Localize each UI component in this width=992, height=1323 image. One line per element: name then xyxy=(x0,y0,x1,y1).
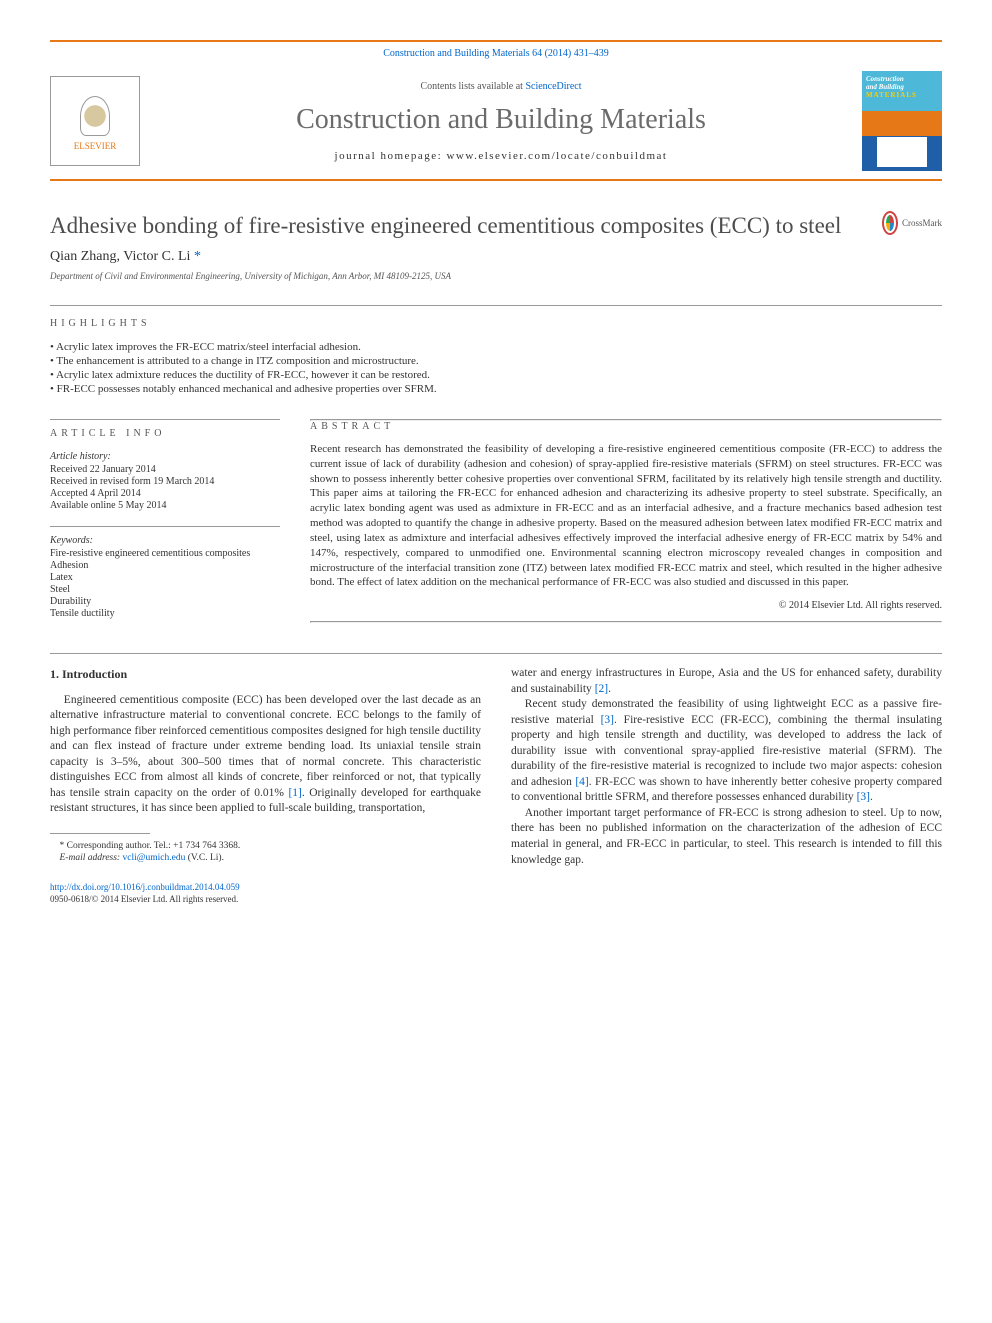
email-footnote: E-mail address: vcli@umich.edu (V.C. Li)… xyxy=(50,852,481,865)
intro-p1-continued: water and energy infrastructures in Euro… xyxy=(511,666,942,697)
sciencedirect-link[interactable]: ScienceDirect xyxy=(525,81,581,92)
banner-content: ELSEVIER Contents lists available at Sci… xyxy=(50,63,942,179)
highlight-item: Acrylic latex admixture reduces the duct… xyxy=(50,369,942,381)
cover-line1: Construction xyxy=(866,75,938,83)
cover-minipage-icon xyxy=(877,137,927,167)
keywords-heading: Keywords: xyxy=(50,535,280,546)
intro-paragraph-3: Another important target performance of … xyxy=(511,806,942,868)
citation-line: Construction and Building Materials 64 (… xyxy=(50,42,942,63)
elsevier-tree-icon xyxy=(70,91,120,141)
cover-line3: MATERIALS xyxy=(866,91,938,99)
article-info-label: article info xyxy=(50,428,280,439)
journal-cover-thumbnail[interactable]: Construction and Building MATERIALS xyxy=(862,71,942,171)
intro-heading: 1. Introduction xyxy=(50,666,481,682)
footnote-separator xyxy=(50,833,150,834)
online-date: Available online 5 May 2014 xyxy=(50,500,280,511)
journal-header-banner: Construction and Building Materials 64 (… xyxy=(50,40,942,181)
elsevier-label: ELSEVIER xyxy=(74,141,117,151)
email-label: E-mail address: xyxy=(60,853,123,863)
p2-1b: . xyxy=(608,683,611,695)
highlight-item: FR-ECC possesses notably enhanced mechan… xyxy=(50,383,942,395)
keyword: Tensile ductility xyxy=(50,608,280,619)
p1a: Engineered cementitious composite (ECC) … xyxy=(50,694,481,799)
body-column-right: water and energy infrastructures in Euro… xyxy=(511,666,942,905)
authors-line: Qian Zhang, Victor C. Li * xyxy=(50,249,942,265)
author-2: Victor C. Li xyxy=(123,249,190,264)
keyword: Durability xyxy=(50,596,280,607)
banner-center: Contents lists available at ScienceDirec… xyxy=(160,81,842,162)
crossmark-badge[interactable]: CrossMark xyxy=(882,211,942,235)
journal-name: Construction and Building Materials xyxy=(160,104,842,136)
author-1: Qian Zhang xyxy=(50,249,116,264)
keyword: Latex xyxy=(50,572,280,583)
p2-1a: water and energy infrastructures in Euro… xyxy=(511,667,942,695)
body-columns: 1. Introduction Engineered cementitious … xyxy=(50,666,942,905)
elsevier-logo[interactable]: ELSEVIER xyxy=(50,76,140,166)
keywords-rule xyxy=(50,526,280,527)
crossmark-label: CrossMark xyxy=(902,218,942,228)
issn-line: 0950-0618/© 2014 Elsevier Ltd. All right… xyxy=(50,894,238,904)
contents-available: Contents lists available at ScienceDirec… xyxy=(160,81,842,92)
accepted-date: Accepted 4 April 2014 xyxy=(50,488,280,499)
abstract-bottom-rule xyxy=(310,621,942,623)
corr-marker: * xyxy=(60,841,67,851)
highlight-item: Acrylic latex improves the FR-ECC matrix… xyxy=(50,341,942,353)
abstract-text: Recent research has demonstrated the fea… xyxy=(310,442,942,590)
info-rule xyxy=(50,419,280,420)
email-link[interactable]: vcli@umich.edu xyxy=(122,853,185,863)
p2-2d: . xyxy=(870,791,873,803)
ref-4-link[interactable]: [4] xyxy=(575,776,588,788)
keyword: Adhesion xyxy=(50,560,280,571)
citation-link[interactable]: Construction and Building Materials 64 (… xyxy=(383,48,609,59)
intro-paragraph-2: Recent study demonstrated the feasibilit… xyxy=(511,697,942,806)
abstract-copyright: © 2014 Elsevier Ltd. All rights reserved… xyxy=(310,600,942,611)
contents-prefix: Contents lists available at xyxy=(420,81,525,92)
received-date: Received 22 January 2014 xyxy=(50,464,280,475)
keyword: Fire-resistive engineered cementitious c… xyxy=(50,548,280,559)
article-info-column: article info Article history: Received 2… xyxy=(50,419,280,623)
intro-paragraph-1: Engineered cementitious composite (ECC) … xyxy=(50,693,481,817)
title-row: Adhesive bonding of fire-resistive engin… xyxy=(50,211,942,241)
abstract-column: abstract Recent research has demonstrate… xyxy=(310,419,942,623)
doi-link[interactable]: http://dx.doi.org/10.1016/j.conbuildmat.… xyxy=(50,882,240,892)
highlights-rule xyxy=(50,305,942,306)
cover-line2: and Building xyxy=(866,83,938,91)
highlights-label: highlights xyxy=(50,318,942,329)
article-page: Construction and Building Materials 64 (… xyxy=(0,0,992,946)
info-abstract-row: article info Article history: Received 2… xyxy=(50,419,942,623)
abstract-label: abstract xyxy=(310,421,942,432)
revised-date: Received in revised form 19 March 2014 xyxy=(50,476,280,487)
email-paren: (V.C. Li). xyxy=(185,853,224,863)
footer-meta: http://dx.doi.org/10.1016/j.conbuildmat.… xyxy=(50,881,481,905)
keyword: Steel xyxy=(50,584,280,595)
ref-3b-link[interactable]: [3] xyxy=(857,791,870,803)
body-top-rule xyxy=(50,653,942,654)
ref-3-link[interactable]: [3] xyxy=(601,714,614,726)
highlight-item: The enhancement is attributed to a chang… xyxy=(50,355,942,367)
ref-2-link[interactable]: [2] xyxy=(595,683,608,695)
article-title: Adhesive bonding of fire-resistive engin… xyxy=(50,211,862,241)
history-heading: Article history: xyxy=(50,451,280,462)
affiliation: Department of Civil and Environmental En… xyxy=(50,271,942,281)
highlights-list: Acrylic latex improves the FR-ECC matrix… xyxy=(50,341,942,395)
corresponding-footnote: * Corresponding author. Tel.: +1 734 764… xyxy=(50,840,481,853)
body-column-left: 1. Introduction Engineered cementitious … xyxy=(50,666,481,905)
ref-1-link[interactable]: [1] xyxy=(288,787,301,799)
journal-homepage: journal homepage: www.elsevier.com/locat… xyxy=(160,150,842,162)
corresponding-marker[interactable]: * xyxy=(194,249,201,264)
crossmark-icon xyxy=(882,211,898,235)
corr-text: Corresponding author. Tel.: +1 734 764 3… xyxy=(67,841,241,851)
